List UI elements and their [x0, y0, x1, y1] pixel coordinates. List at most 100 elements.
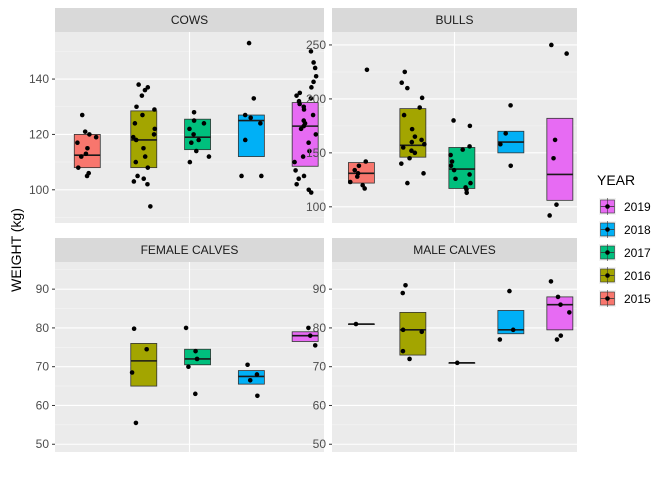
data-point: [412, 134, 418, 139]
legend-item-2016: 2016: [599, 267, 651, 284]
data-point: [133, 420, 139, 426]
data-point: [400, 327, 406, 333]
data-point: [152, 107, 157, 112]
data-point: [142, 87, 148, 93]
data-point: [448, 152, 453, 158]
y-tick-label: 100: [29, 183, 49, 197]
legend-item-2015: 2015: [599, 290, 651, 307]
data-point: [140, 112, 145, 118]
data-point: [313, 73, 319, 79]
data-point: [412, 150, 418, 156]
data-point: [248, 115, 253, 121]
data-point: [312, 65, 318, 71]
legend-title: YEAR: [597, 172, 635, 188]
data-point: [352, 167, 358, 173]
data-point: [254, 372, 260, 377]
data-point: [468, 180, 473, 186]
data-point: [403, 282, 408, 288]
y-tick-label: 100: [306, 200, 326, 214]
data-point: [467, 123, 473, 129]
box-group-2016: [399, 282, 427, 362]
data-point: [355, 171, 361, 176]
data-point: [93, 134, 99, 140]
facet-panels: COWS 100 120 140 BULLS 100 150 200 250 FEMALE CAL…: [29, 8, 577, 452]
data-point: [451, 118, 456, 123]
data-point: [292, 159, 297, 165]
data-point: [419, 95, 425, 101]
box-2016: [130, 343, 158, 387]
data-point: [152, 126, 158, 132]
data-point: [363, 159, 369, 164]
data-point: [309, 85, 314, 90]
data-point: [503, 131, 508, 136]
legend-keys: 2019 2018 2017 2016 2015: [599, 198, 651, 307]
data-point: [467, 172, 472, 177]
facet-bulls: BULLS 100 150 200 250: [306, 8, 577, 223]
data-point: [82, 129, 88, 134]
data-point: [419, 329, 425, 335]
data-point: [145, 85, 151, 90]
data-point: [187, 159, 193, 165]
data-point: [400, 348, 406, 354]
data-point: [407, 155, 412, 161]
box-group-2017: [448, 118, 476, 196]
y-tick-label: 50: [36, 437, 50, 451]
data-point: [301, 104, 307, 110]
data-point: [552, 137, 558, 143]
data-point: [87, 132, 92, 137]
box-group-2019: [546, 42, 574, 218]
data-point: [409, 139, 415, 145]
data-point: [401, 112, 407, 118]
y-tick-label: 90: [313, 282, 327, 296]
data-point: [399, 80, 405, 86]
legend-label-2015: 2015: [624, 292, 651, 306]
legend-key-point: [605, 250, 610, 255]
data-point: [247, 377, 253, 383]
data-point: [301, 118, 307, 123]
data-point: [183, 325, 189, 331]
box-group-2019: [291, 325, 319, 348]
data-point: [191, 118, 197, 123]
y-tick-label: 70: [313, 360, 327, 374]
data-point: [567, 310, 572, 315]
data-point: [242, 137, 248, 143]
y-tick-label: 200: [306, 92, 326, 106]
legend-label-2019: 2019: [624, 200, 651, 214]
data-point: [251, 96, 257, 101]
facet-strip-label: FEMALE CALVES: [141, 243, 239, 257]
data-point: [242, 112, 248, 118]
data-point: [306, 325, 311, 331]
data-point: [75, 140, 80, 146]
box-group-2015: [347, 321, 375, 327]
data-point: [191, 132, 196, 137]
data-point: [460, 147, 466, 152]
data-point: [364, 67, 370, 73]
y-tick-label: 90: [36, 282, 50, 296]
box-group-2017: [184, 109, 212, 165]
data-point: [449, 159, 455, 164]
data-point: [451, 167, 457, 173]
data-point: [310, 112, 316, 118]
data-point: [293, 168, 298, 173]
data-point: [75, 165, 81, 170]
box-group-2015: [73, 112, 101, 179]
data-point: [508, 103, 513, 108]
data-point: [136, 82, 141, 87]
data-point: [454, 360, 460, 366]
data-point: [131, 179, 137, 184]
facet-cows: COWS 100 120 140: [29, 8, 324, 223]
data-point: [132, 121, 138, 126]
data-point: [313, 132, 319, 137]
data-point: [259, 173, 264, 179]
data-point: [131, 326, 137, 331]
data-point: [564, 51, 569, 56]
data-point: [134, 104, 139, 110]
box-group-2015: [347, 67, 375, 191]
data-point: [400, 290, 406, 296]
data-point: [453, 176, 458, 182]
data-point: [193, 148, 199, 154]
data-point: [196, 137, 201, 143]
facet-strip-label: COWS: [171, 13, 208, 27]
data-point: [497, 337, 503, 342]
data-point: [498, 141, 503, 147]
